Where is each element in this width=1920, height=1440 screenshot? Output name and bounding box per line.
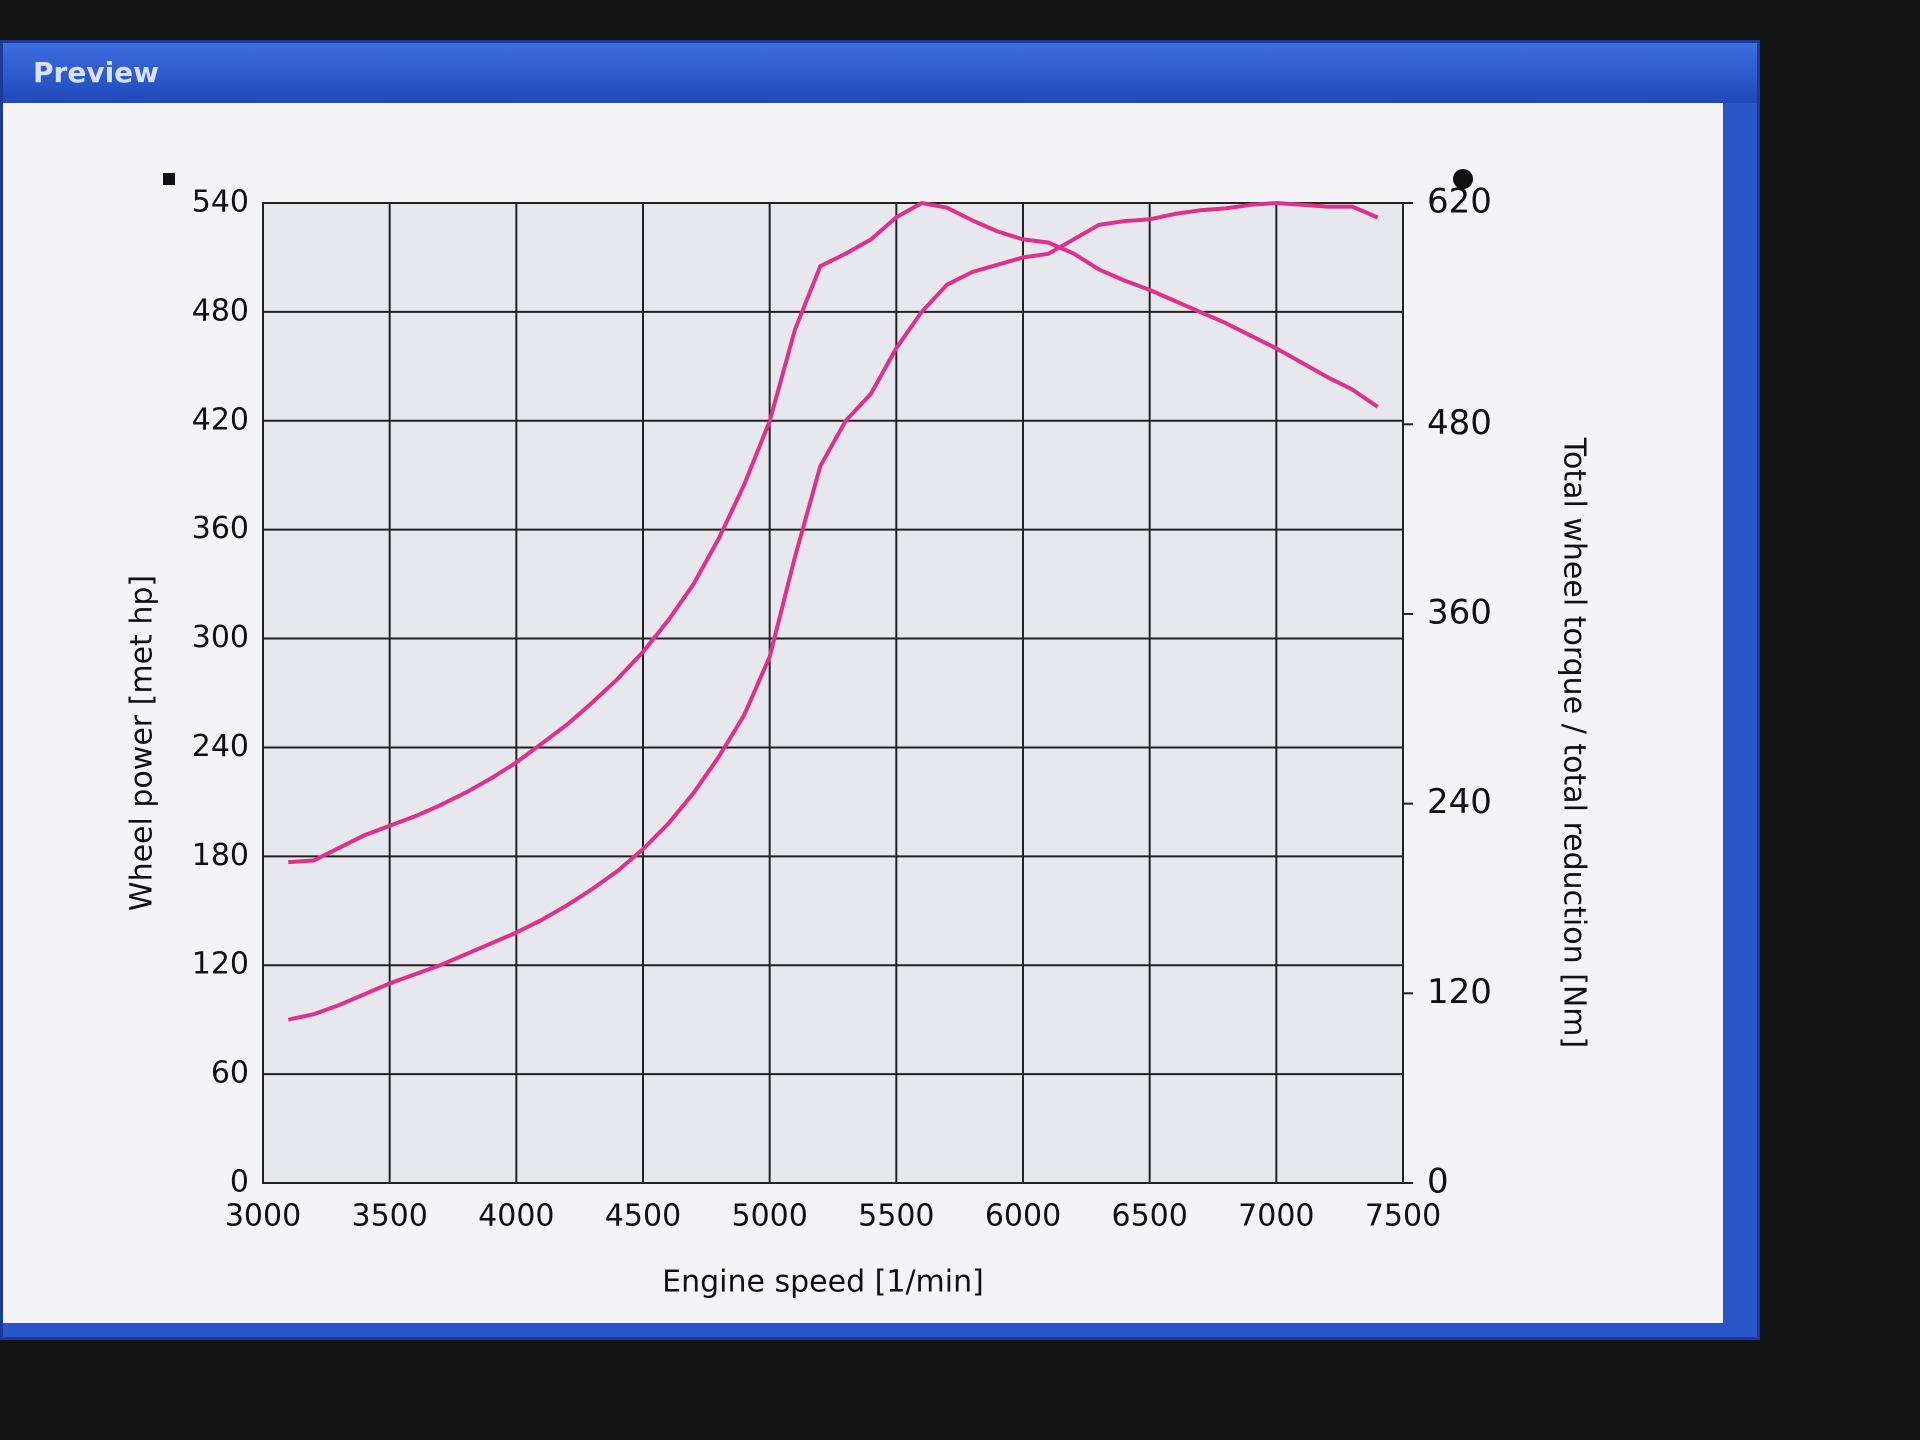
window-title: Preview	[3, 43, 1757, 103]
y2-tick-label: 240	[1427, 782, 1492, 822]
x-tick-label: 4500	[605, 1199, 681, 1234]
preview-window: Preview Engine speed [1/min] Wheel power…	[0, 40, 1760, 1340]
y2-tick-label: 360	[1427, 592, 1492, 632]
left-axis-marker	[163, 173, 175, 185]
y-tick-label: 540	[192, 185, 249, 220]
data-line	[287, 201, 1379, 1022]
right-axis-marker	[1453, 169, 1473, 189]
y-tick-label: 480	[192, 293, 249, 328]
y-tick-label: 420	[192, 402, 249, 437]
y-tick-label: 360	[192, 511, 249, 546]
y-tick-label: 240	[192, 729, 249, 764]
x-tick-label: 6000	[985, 1199, 1061, 1234]
plot-area	[262, 202, 1404, 1184]
y2-tick-label: 480	[1427, 403, 1492, 443]
y-tick-label: 60	[211, 1056, 249, 1091]
x-tick-label: 7500	[1365, 1199, 1441, 1234]
x-tick-label: 5000	[731, 1199, 807, 1234]
y-tick-label: 300	[192, 620, 249, 655]
data-line	[288, 201, 1379, 865]
x-tick-label: 7000	[1238, 1199, 1314, 1234]
x-tick-label: 3000	[225, 1199, 301, 1234]
y2-tick-label: 620	[1427, 182, 1492, 222]
chart: Engine speed [1/min] Wheel power [met hp…	[125, 169, 1592, 1300]
x-tick-label: 4000	[478, 1199, 554, 1234]
x-axis-title: Engine speed [1/min]	[662, 1265, 984, 1300]
x-tick-label: 3500	[351, 1199, 427, 1234]
y2-axis-title: Total wheel torque / total reduction [Nm…	[1557, 437, 1592, 1048]
y2-tick-label: 120	[1427, 972, 1492, 1012]
y-tick-label: 180	[192, 838, 249, 873]
y-tick-label: 0	[230, 1165, 249, 1200]
x-tick-label: 6500	[1111, 1199, 1187, 1234]
y-tick-label: 120	[192, 947, 249, 982]
y-axis-title: Wheel power [met hp]	[125, 575, 160, 911]
x-tick-label: 5500	[858, 1199, 934, 1234]
window-client: Engine speed [1/min] Wheel power [met hp…	[3, 103, 1723, 1323]
y2-tick-label: 0	[1427, 1162, 1449, 1202]
